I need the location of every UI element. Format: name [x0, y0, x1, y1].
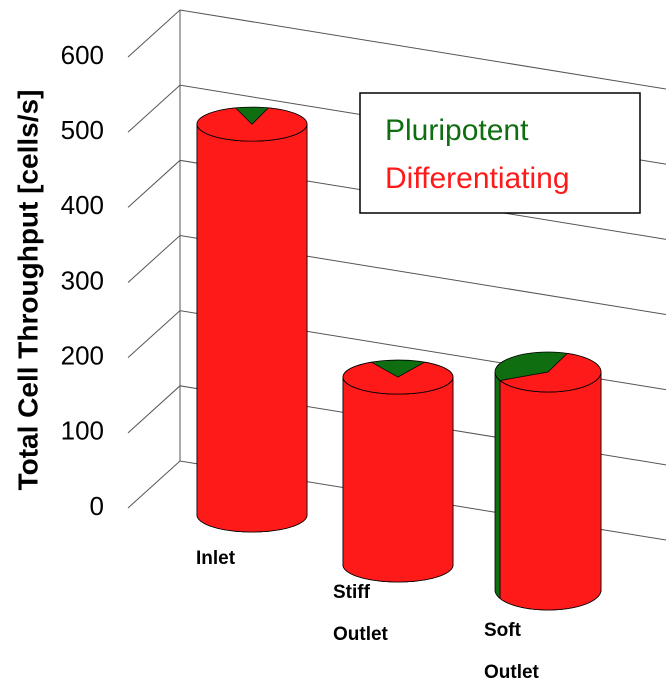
cylinder-differentiating-side [196, 124, 308, 533]
legend-box [359, 92, 641, 214]
legend-label: Pluripotent [385, 114, 529, 147]
y-tick-label: 200 [61, 341, 104, 371]
y-tick-label: 300 [61, 265, 104, 295]
y-tick-label: 0 [90, 491, 104, 521]
cylinder-differentiating-top [499, 352, 602, 393]
y-tick-label: 100 [61, 416, 104, 446]
y-axis-label: Total Cell Throughput [cells/s] [12, 90, 43, 491]
legend: Pluripotent Differentiating [385, 114, 570, 195]
cylinders [196, 106, 602, 611]
x-tick-label: Inlet [196, 548, 236, 569]
x-tick-label: Soft Outlet [484, 620, 539, 679]
cylinder-differentiating-top [196, 107, 308, 142]
cylinder-differentiating-side [499, 371, 602, 611]
cylinder-differentiating-top [342, 361, 454, 395]
x-tick-label: Stiff Outlet [333, 582, 388, 645]
legend-label: Differentiating [385, 162, 570, 195]
y-tick-label: 500 [61, 115, 104, 145]
grid-line [127, 9, 666, 90]
cylinder-differentiating-side [342, 377, 454, 583]
y-tick-label: 400 [61, 190, 104, 220]
y-tick-label: 600 [61, 40, 104, 70]
